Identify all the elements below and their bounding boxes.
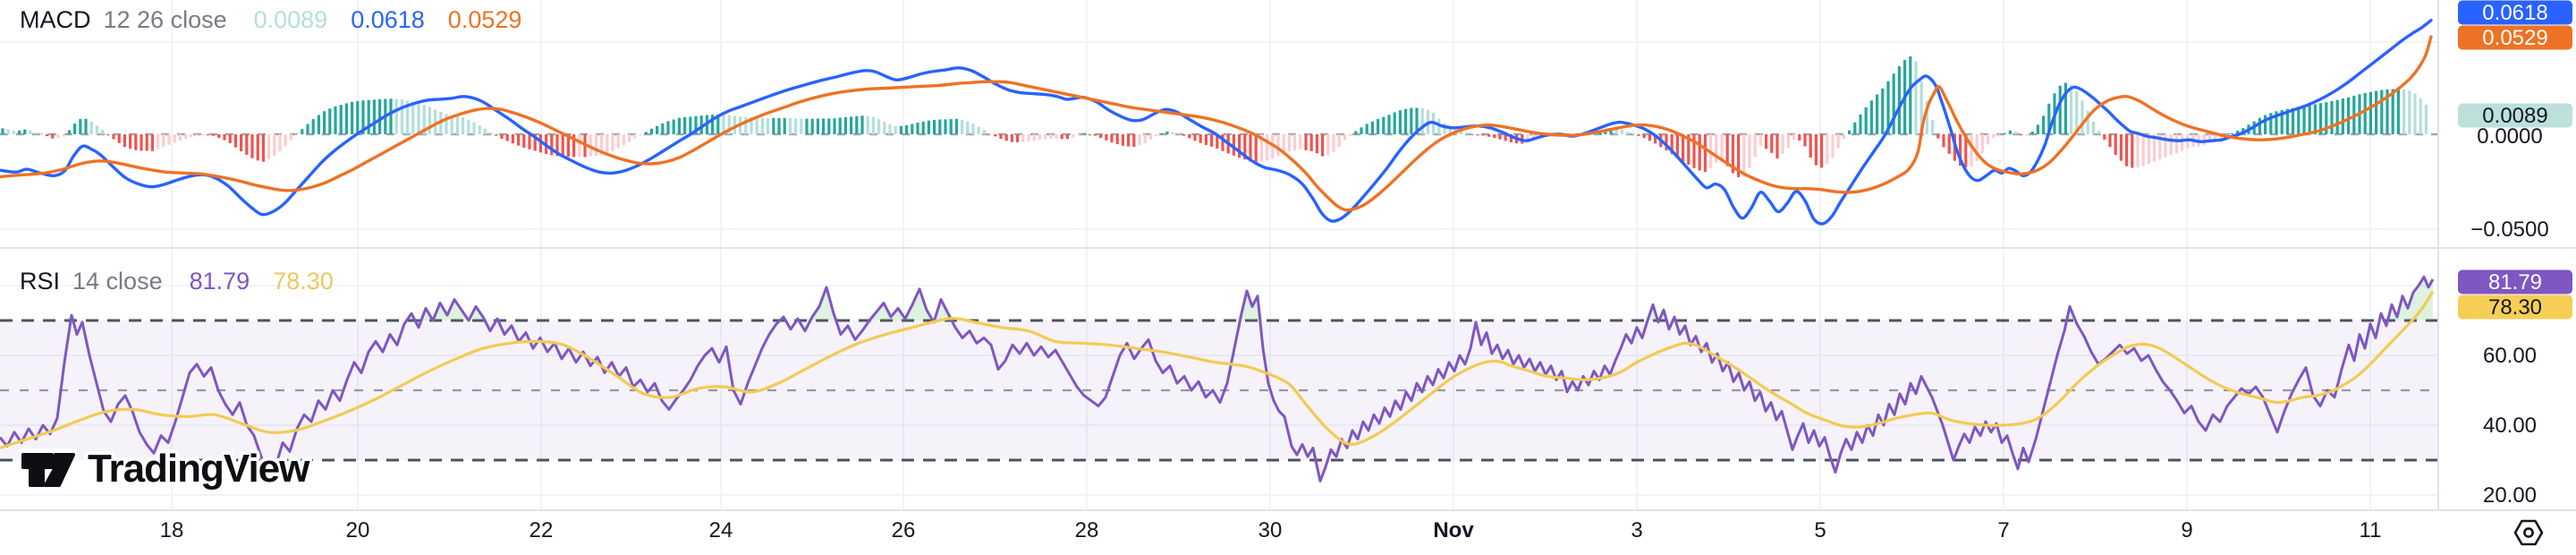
- gear-icon[interactable]: [2513, 519, 2544, 546]
- macd-legend[interactable]: MACD 12 26 close 0.0089 0.0618 0.0529: [20, 6, 521, 33]
- price-scale-label: 0.0000: [2477, 124, 2542, 149]
- time-axis-label: 30: [1258, 518, 1283, 542]
- time-axis-label: 9: [2181, 518, 2192, 542]
- time-axis-label: 22: [530, 518, 554, 542]
- macd-title: MACD: [20, 6, 91, 33]
- macd-pane: [0, 19, 2438, 226]
- rsi-title: RSI: [20, 268, 61, 295]
- price-scale[interactable]: 0.0000 −0.0500 60.00 40.00 20.00 0.06180.0529…: [2458, 0, 2572, 508]
- rsi-params: 14 close: [72, 268, 163, 295]
- time-axis-label: 24: [709, 518, 733, 542]
- rsi-value: 81.79: [189, 268, 250, 295]
- rsi-ma-line: [0, 290, 2435, 449]
- svg-text:0.0618: 0.0618: [2482, 1, 2547, 25]
- svg-text:0.0089: 0.0089: [2482, 104, 2547, 128]
- svg-text:78.30: 78.30: [2488, 295, 2542, 320]
- time-axis-label: 20: [346, 518, 370, 542]
- price-badge: 0.0529: [2458, 25, 2572, 50]
- gridlines: [0, 0, 2438, 510]
- svg-text:0.0529: 0.0529: [2482, 26, 2547, 50]
- tradingview-wordmark: TradingView: [88, 447, 309, 491]
- price-badge: 81.79: [2458, 269, 2572, 295]
- tradingview-logo[interactable]: TradingView: [20, 446, 309, 492]
- price-scale-label: −0.0500: [2470, 218, 2548, 242]
- macd-histogram-value: 0.0089: [253, 6, 328, 33]
- time-axis-label: Nov: [1433, 518, 1474, 542]
- price-scale-label: 20.00: [2483, 483, 2537, 508]
- svg-text:81.79: 81.79: [2488, 270, 2542, 295]
- macd-signal-value: 0.0529: [447, 6, 522, 33]
- rsi-legend[interactable]: RSI 14 close 81.79 78.30: [20, 268, 334, 295]
- time-axis-label: 11: [2360, 518, 2382, 542]
- macd-histogram: [1, 56, 2428, 177]
- time-axis[interactable]: 18 20 22 24 26 28 30 Nov 3 5 7 9 11: [160, 518, 2382, 542]
- price-scale-label: 60.00: [2483, 344, 2537, 368]
- time-axis-label: 5: [1814, 518, 1826, 542]
- rsi-line: [0, 275, 2435, 482]
- price-badge: 0.0089: [2458, 103, 2572, 128]
- macd-line-value: 0.0618: [351, 6, 425, 33]
- time-axis-label: 28: [1075, 518, 1099, 542]
- macd-params: 12 26 close: [103, 6, 227, 33]
- tradingview-logo-icon: [20, 448, 77, 491]
- time-axis-label: 18: [160, 518, 184, 542]
- price-badge: 78.30: [2458, 295, 2572, 320]
- rsi-pane: [0, 275, 2438, 482]
- rsi-ma-value: 78.30: [273, 268, 334, 295]
- price-badge: 0.0618: [2458, 0, 2572, 25]
- price-scale-label: 40.00: [2483, 414, 2537, 438]
- signal-line: [0, 35, 2433, 212]
- time-axis-label: 26: [892, 518, 916, 542]
- pane-separators[interactable]: [0, 0, 2576, 511]
- time-axis-label: 7: [1997, 518, 2009, 542]
- macd-line: [0, 19, 2433, 226]
- time-axis-label: 3: [1631, 518, 1642, 542]
